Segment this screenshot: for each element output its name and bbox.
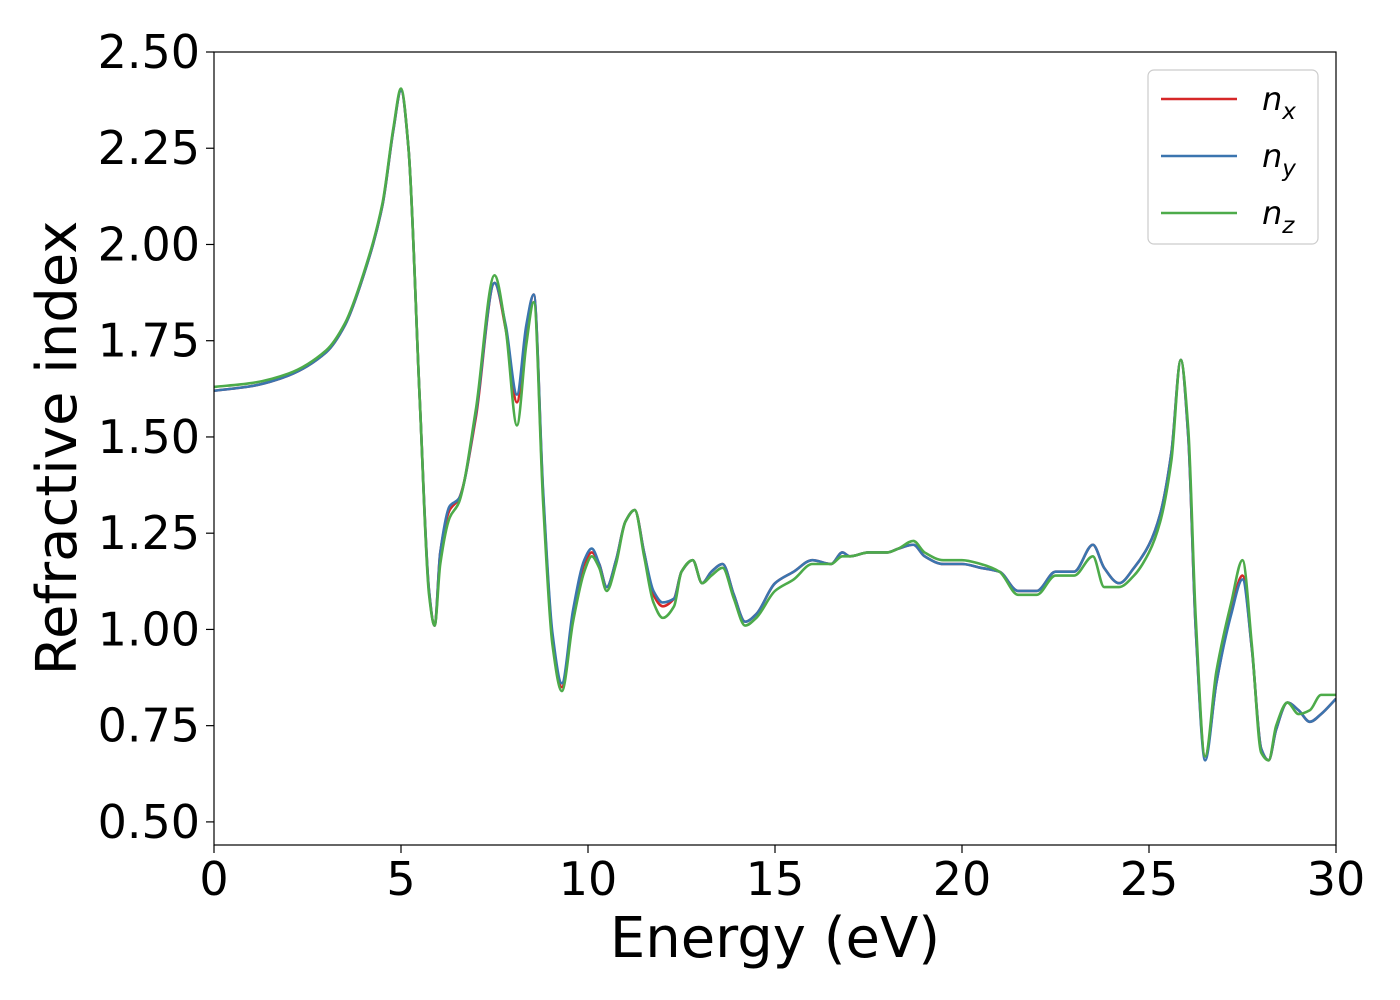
- legend-label-subscript: x: [1281, 99, 1296, 125]
- legend-label-subscript: z: [1281, 213, 1295, 239]
- series-line-nz: [214, 87, 1336, 762]
- legend-label-main: n: [1262, 194, 1282, 232]
- y-tick-label: 1.00: [98, 602, 200, 656]
- x-tick-label: 25: [1120, 852, 1179, 906]
- x-tick-label: 0: [199, 852, 228, 906]
- y-axis: 0.50 0.75 1.00 1.25 1.50 1.75 2.00 2.25 2.50: [98, 25, 214, 849]
- legend-label-nx: nx: [1262, 80, 1296, 125]
- y-tick-label: 1.75: [98, 314, 200, 368]
- y-tick-label: 1.25: [98, 506, 200, 560]
- y-tick-label: 0.75: [98, 699, 200, 753]
- y-tick-label: 1.50: [98, 410, 200, 464]
- x-tick-label: 30: [1307, 852, 1366, 906]
- x-axis-title: Energy (eV): [610, 906, 940, 971]
- legend-label-main: n: [1262, 137, 1282, 175]
- y-tick-label: 0.50: [98, 795, 200, 849]
- y-tick-label: 2.25: [98, 121, 200, 175]
- series-layer: [214, 87, 1336, 762]
- x-tick-label: 15: [746, 852, 805, 906]
- y-axis-title: Refractive index: [25, 221, 90, 676]
- x-axis: 0 5 10 15 20 25 30: [199, 845, 1365, 906]
- y-tick-label: 2.00: [98, 217, 200, 271]
- legend-label-subscript: y: [1281, 156, 1296, 182]
- x-tick-label: 10: [559, 852, 618, 906]
- legend-label-nz: nz: [1262, 194, 1295, 239]
- legend-label-main: n: [1262, 80, 1282, 118]
- legend-label-ny: ny: [1262, 137, 1296, 182]
- x-tick-label: 20: [933, 852, 992, 906]
- x-tick-label: 5: [386, 852, 415, 906]
- y-tick-label: 2.50: [98, 25, 200, 79]
